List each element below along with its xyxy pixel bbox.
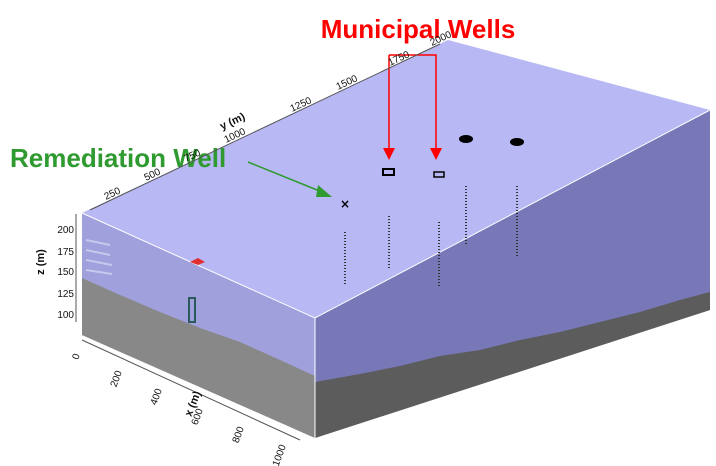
arrowhead-municipal-1: [383, 148, 395, 160]
x-tick: 800: [231, 425, 247, 445]
front-well-outline: [188, 297, 196, 323]
remediation-callout-arrow: [247, 161, 323, 193]
remediation-well-marker: ×: [340, 197, 350, 211]
model-side-face: [315, 110, 710, 438]
municipal-well-1-marker: [382, 168, 395, 176]
side-bedrock-layer: [315, 292, 710, 438]
x-tick: 1000: [271, 443, 289, 466]
model-edges: [81, 109, 711, 438]
remediation-well-label: Remediation Well: [10, 143, 226, 173]
x-tick: 200: [109, 369, 125, 389]
model-top-face: [82, 40, 710, 318]
front-bedrock-layer: [82, 278, 315, 438]
municipal-wells-label: Municipal Wells: [321, 14, 516, 44]
x-tick: 0: [71, 352, 83, 361]
z-axis: 200 175 150 125 100 z (m): [35, 214, 77, 322]
z-tick: 200: [57, 225, 74, 236]
municipal-well-2-marker: [433, 171, 445, 178]
arrowhead-municipal-2: [430, 148, 442, 160]
front-layer-bands: [85, 239, 113, 275]
arrowhead-remediation: [316, 185, 332, 197]
z-tick: 150: [57, 267, 74, 278]
z-tick: 100: [57, 310, 74, 321]
z-tick: 175: [57, 247, 74, 258]
well-screens: [344, 186, 518, 288]
well-dot-2: [510, 138, 524, 146]
red-marker: [190, 258, 205, 265]
well-dot-1: [459, 135, 473, 143]
z-axis-title: z (m): [35, 249, 47, 275]
x-tick: 400: [149, 387, 165, 407]
municipal-callout-arrows: [388, 54, 437, 150]
z-tick: 125: [57, 289, 74, 300]
